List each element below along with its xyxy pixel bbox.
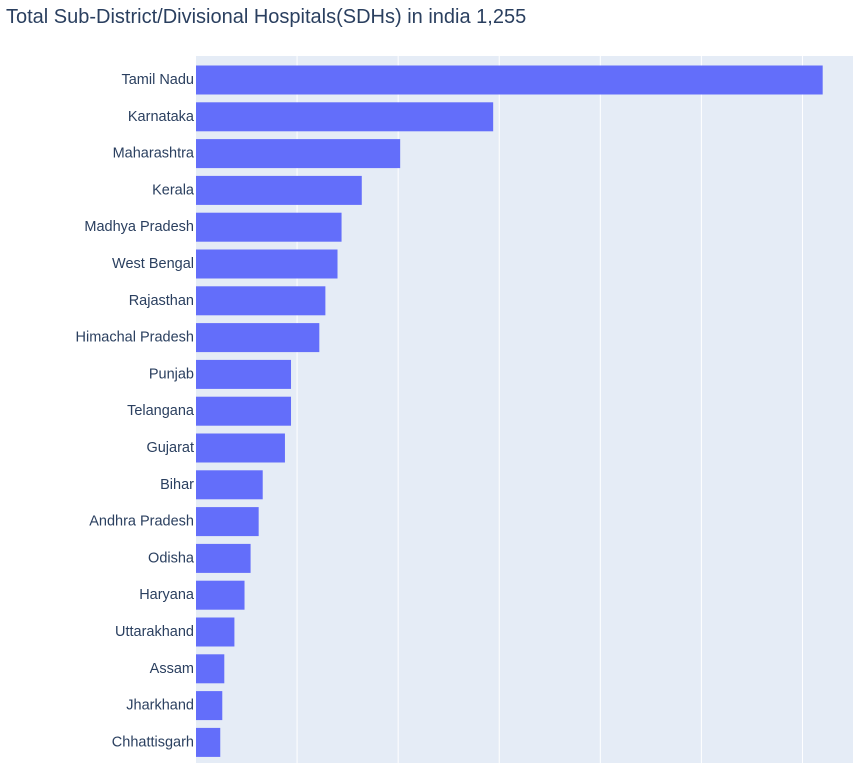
- bar[interactable]: [196, 212, 342, 242]
- y-tick-labels: Tamil Nadu Karnataka Maharashtra Kerala Madh…: [76, 72, 195, 750]
- bar[interactable]: [196, 654, 225, 684]
- bar[interactable]: [196, 102, 494, 132]
- chart-title: Total Sub-District/Divisional Hospitals(…: [6, 6, 527, 28]
- y-tick-label: Gujarat: [146, 440, 194, 456]
- bar[interactable]: [196, 727, 221, 757]
- plot-area: [196, 56, 853, 763]
- y-tick-label: Uttarakhand: [115, 624, 194, 640]
- bar[interactable]: [196, 580, 245, 610]
- y-tick-label: Himachal Pradesh: [76, 330, 194, 346]
- y-tick-label: Haryana: [139, 587, 195, 603]
- bar[interactable]: [196, 249, 338, 279]
- bar[interactable]: [196, 470, 263, 500]
- y-tick-label: Bihar: [160, 477, 194, 493]
- y-tick-label: Chhattisgarh: [112, 734, 194, 750]
- bars: [196, 65, 823, 757]
- bar[interactable]: [196, 433, 285, 463]
- bar[interactable]: [196, 396, 292, 426]
- y-tick-label: Kerala: [152, 182, 195, 198]
- bar[interactable]: [196, 543, 251, 573]
- bar[interactable]: [196, 691, 223, 721]
- y-tick-label: Karnataka: [128, 109, 195, 125]
- bar[interactable]: [196, 286, 326, 316]
- y-tick-label: Odisha: [148, 550, 195, 566]
- y-tick-label: Rajasthan: [129, 293, 194, 309]
- y-tick-label: Maharashtra: [113, 146, 195, 162]
- bar[interactable]: [196, 323, 320, 353]
- y-tick-label: Assam: [150, 661, 194, 677]
- y-tick-label: Telangana: [127, 403, 195, 419]
- bar[interactable]: [196, 175, 362, 205]
- bar[interactable]: [196, 359, 292, 389]
- bar[interactable]: [196, 507, 259, 537]
- y-tick-label: Madhya Pradesh: [84, 219, 194, 235]
- bar[interactable]: [196, 139, 401, 169]
- y-tick-label: Tamil Nadu: [121, 72, 194, 88]
- y-tick-label: Jharkhand: [126, 698, 194, 714]
- bar[interactable]: [196, 617, 235, 647]
- bar[interactable]: [196, 65, 823, 95]
- gridlines: [296, 56, 803, 763]
- y-tick-label: Punjab: [149, 366, 194, 382]
- y-tick-label: West Bengal: [112, 256, 194, 272]
- y-tick-label: Andhra Pradesh: [89, 514, 194, 530]
